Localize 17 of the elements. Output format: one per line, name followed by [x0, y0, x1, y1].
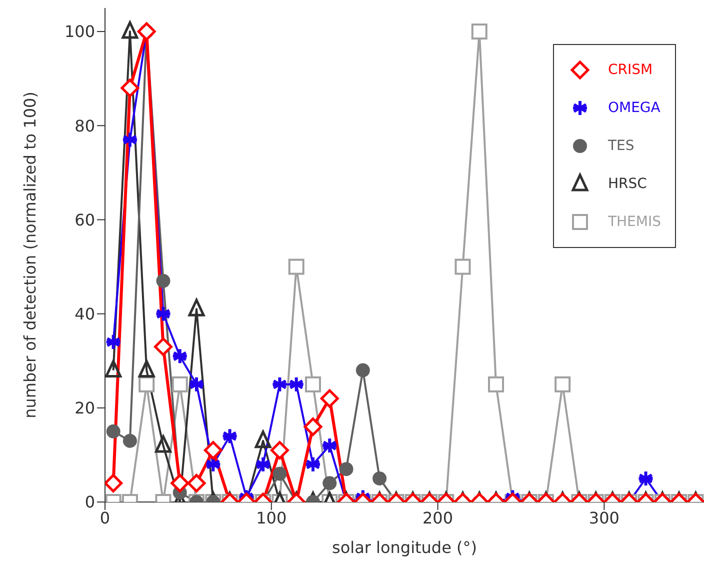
- x-tick-label: 0: [100, 508, 110, 528]
- y-tick-label: 100: [64, 22, 95, 42]
- y-axis-title: number of detection (normalized to 100): [20, 92, 40, 418]
- x-axis-title: solar longitude (°): [332, 538, 477, 557]
- legend-label: THEMIS: [608, 214, 661, 230]
- y-tick-label: 20: [74, 398, 95, 418]
- legend-label: CRISM: [608, 62, 653, 78]
- x-tick-label: 300: [588, 508, 620, 528]
- y-tick-label: 60: [74, 210, 95, 230]
- y-tick-label: 0: [84, 492, 95, 512]
- y-tick-label: 80: [74, 116, 95, 136]
- legend-label: OMEGA: [608, 100, 660, 116]
- x-tick-label: 200: [422, 508, 454, 528]
- legend-label: TES: [608, 138, 634, 154]
- y-tick-label: 40: [74, 304, 95, 324]
- legend-label: HRSC: [608, 176, 647, 192]
- x-tick-label: 100: [256, 508, 287, 528]
